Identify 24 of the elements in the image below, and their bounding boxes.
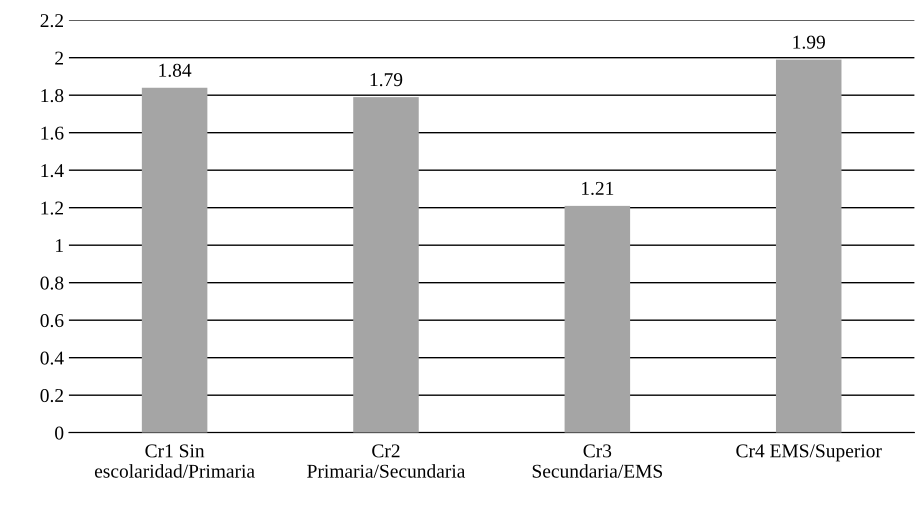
data-label: 1.99 [793, 36, 825, 49]
bar [353, 97, 419, 433]
x-tick-label: Cr3 Secundaria/EMS [532, 444, 662, 478]
bar [142, 88, 208, 433]
y-tick-label: 0.8 [40, 276, 64, 290]
x-tick-label: Cr4 EMS/Superior [736, 444, 882, 462]
data-label: 1.21 [582, 182, 614, 196]
x-tick-label: Cr2 Primaria/Secundaria [307, 444, 466, 478]
y-tick-label: 1.6 [41, 126, 64, 140]
y-tick-label: 0.2 [40, 388, 63, 402]
data-label: 1.84 [159, 64, 192, 77]
data-label: 1.79 [370, 73, 402, 86]
y-tick-label: 0 [55, 426, 64, 440]
x-tick-label: Cr1 Sin escolaridad/Primaria [94, 444, 255, 478]
y-tick-label: 1.2 [41, 202, 63, 215]
y-tick-label: 1.8 [41, 89, 64, 102]
bar [776, 60, 842, 433]
y-tick-label: 1 [56, 239, 63, 252]
y-tick-label: 2 [55, 52, 63, 64]
y-tick-label: 2.2 [40, 14, 63, 28]
y-tick-label: 0.4 [40, 351, 64, 365]
bar [564, 206, 630, 433]
y-tick-label: 0.6 [40, 314, 64, 328]
y-tick-label: 1.4 [41, 164, 64, 178]
